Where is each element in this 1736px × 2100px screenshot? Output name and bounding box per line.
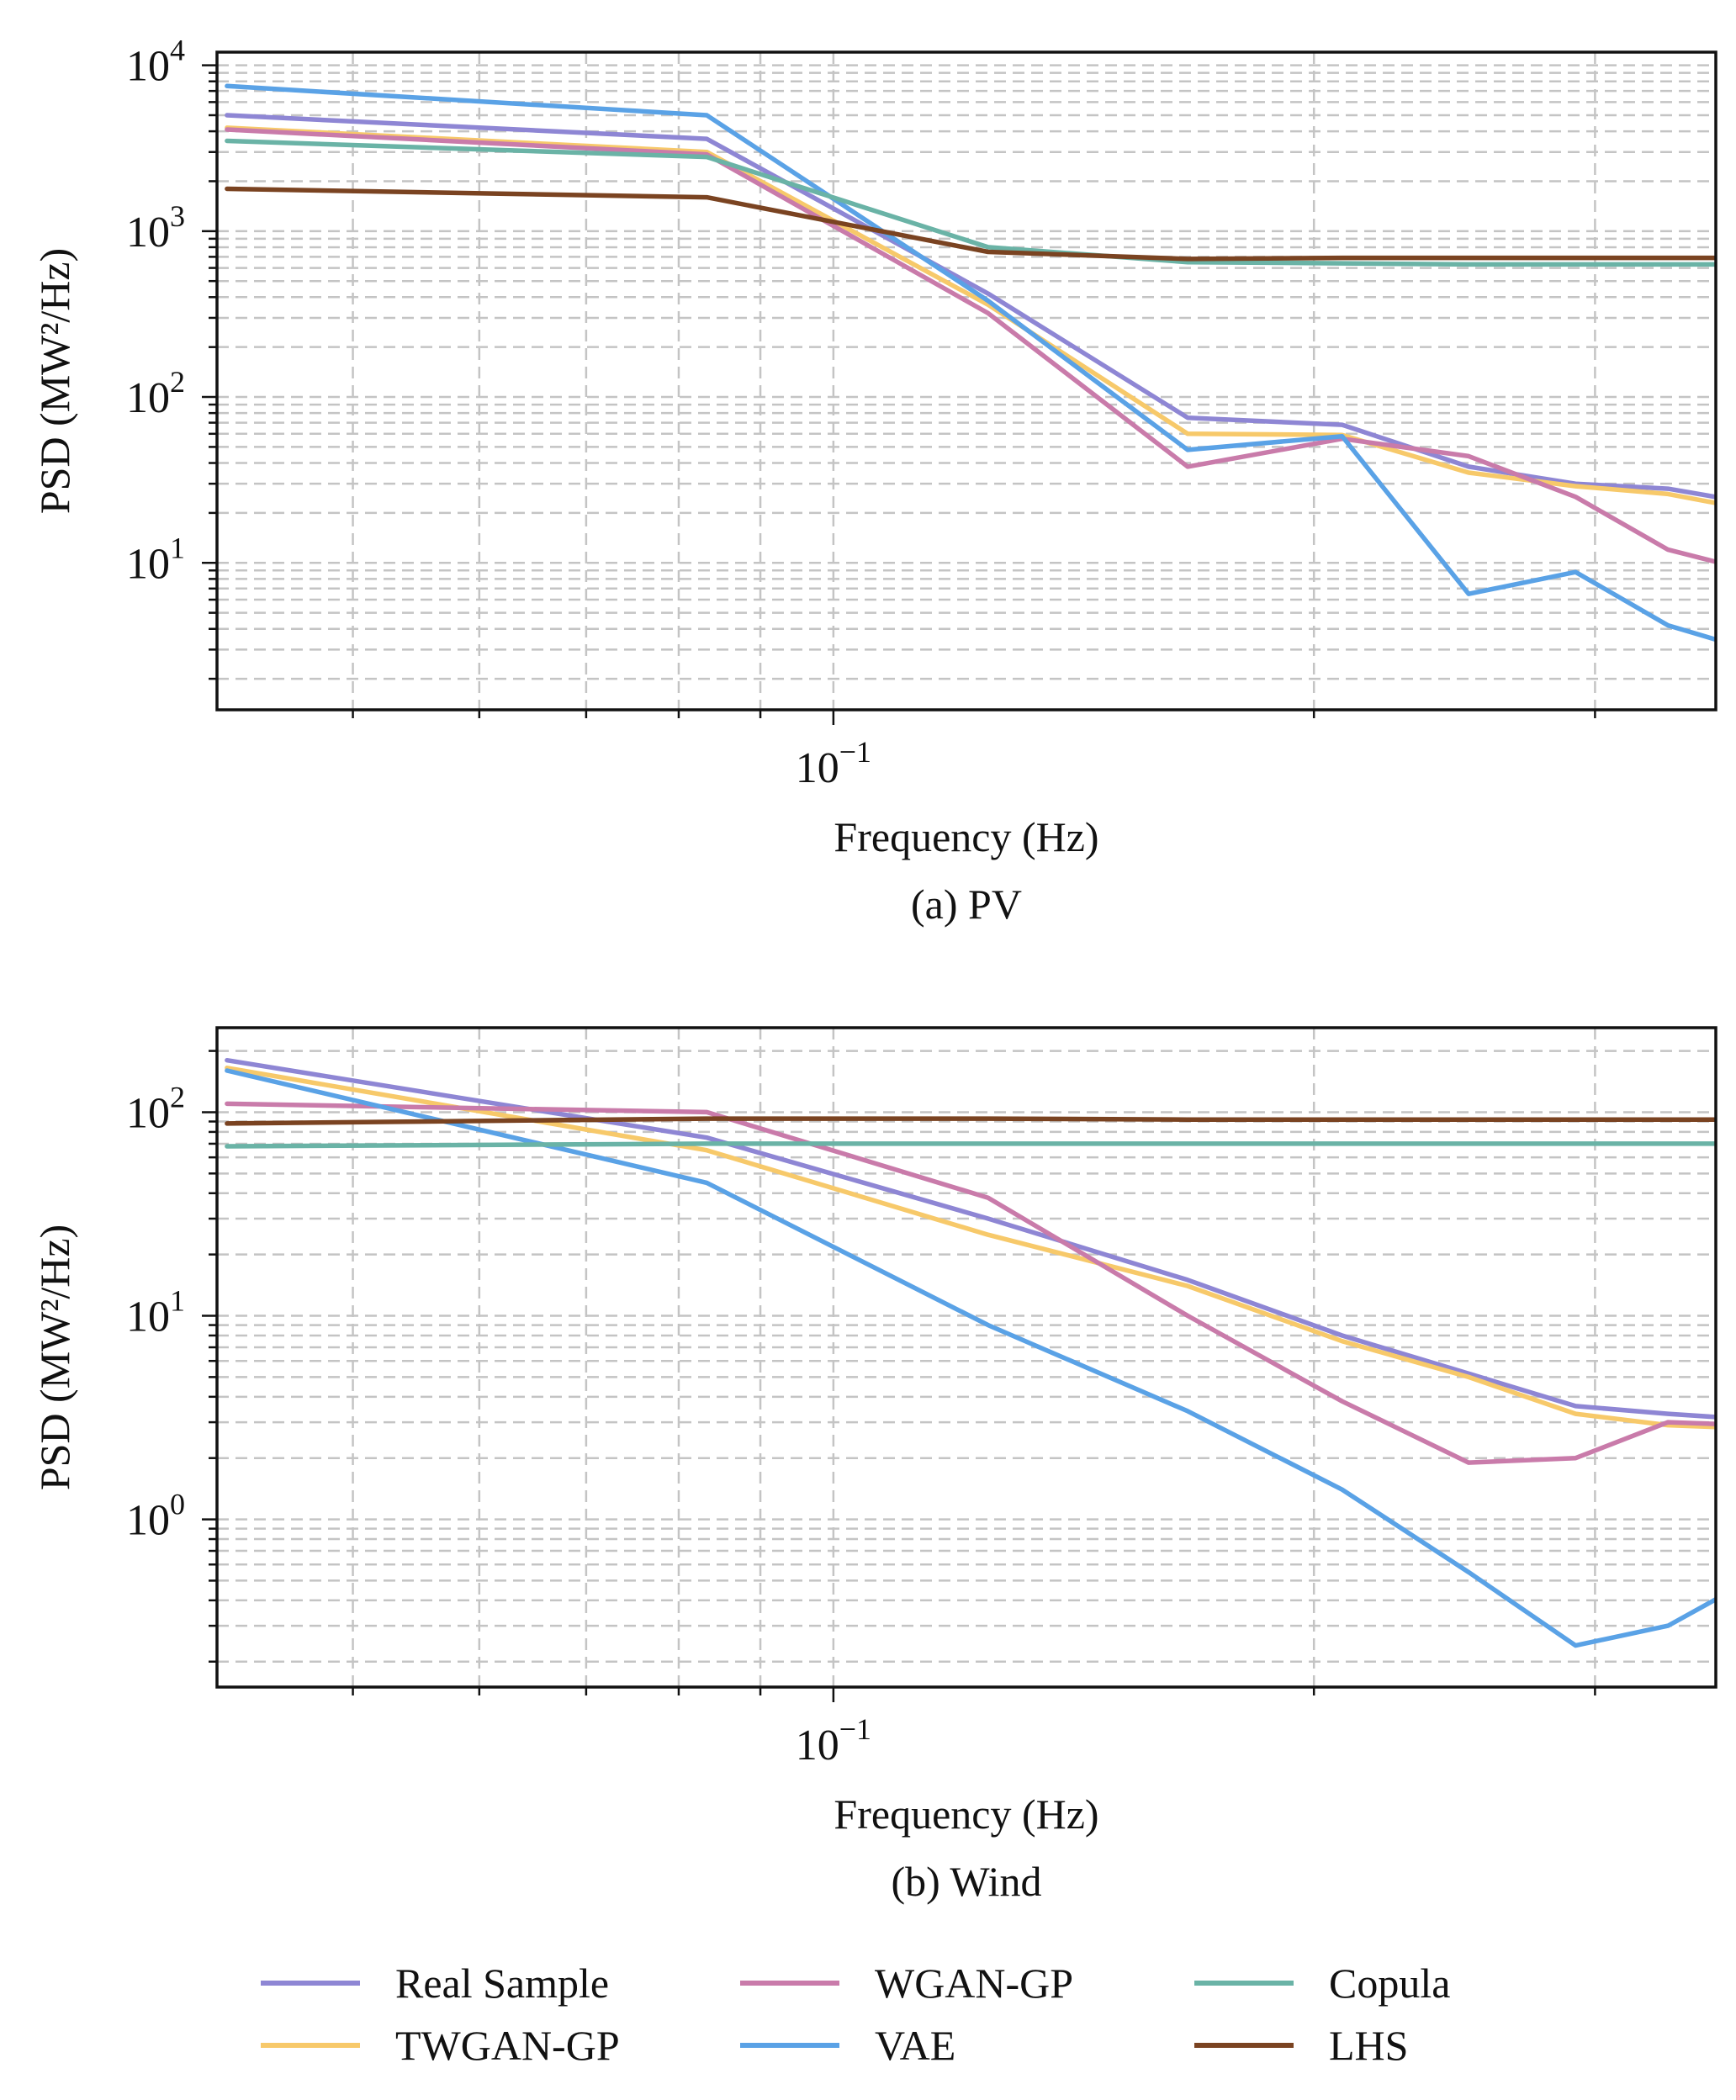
series-line-wgan-gp — [225, 1101, 1716, 1465]
series-line-vae — [225, 1068, 1716, 1648]
series-line-real-sample — [225, 113, 1716, 500]
y-tick-label: 104 — [126, 34, 185, 91]
y-axis-label: PSD (MW²/Hz) — [31, 248, 78, 514]
legend-label-lhs: LHS — [1329, 2022, 1408, 2069]
series-line-real-sample — [225, 1057, 1716, 1420]
series-line-wgan-gp — [225, 127, 1716, 564]
legend-label-twgan-gp: TWGAN-GP — [395, 2022, 620, 2069]
y-tick-label: 102 — [126, 1080, 185, 1137]
y-tick-label: 103 — [126, 199, 185, 257]
series-line-vae — [225, 83, 1716, 643]
plot-frame — [215, 50, 1717, 711]
y-tick-label: 102 — [126, 365, 185, 422]
panel-caption: (a) PV — [911, 881, 1022, 928]
y-tick-label: 101 — [126, 1284, 185, 1341]
panel-caption: (b) Wind — [892, 1858, 1042, 1905]
legend-label-wgan-gp: WGAN-GP — [875, 1960, 1073, 2007]
legend-label-copula: Copula — [1329, 1960, 1450, 2007]
series-line-twgan-gp — [225, 1066, 1716, 1430]
legend: Real Sample TWGAN-GP WGAN-GP VAE Copula LHS — [261, 1960, 1450, 2069]
legend-label-real-sample: Real Sample — [395, 1960, 609, 2007]
series-lines — [225, 1057, 1716, 1648]
series-line-lhs — [225, 186, 1716, 262]
panel-pv: 10−1 101 102 103 104 Frequency (Hz) PSD (MW²/H… — [31, 34, 1717, 928]
series-line-lhs — [225, 1116, 1716, 1126]
x-tick-label: 10−1 — [796, 735, 871, 792]
grid — [217, 52, 1716, 710]
plot-frame — [215, 1026, 1717, 1689]
legend-label-vae: VAE — [875, 2022, 955, 2069]
series-lines — [225, 83, 1716, 643]
y-tick-label: 101 — [126, 531, 185, 588]
y-tick-label: 100 — [126, 1488, 185, 1545]
series-line-copula — [225, 1141, 1716, 1149]
ticks — [202, 64, 1596, 725]
y-axis-label: PSD (MW²/Hz) — [31, 1225, 78, 1490]
series-line-copula — [225, 138, 1716, 267]
x-axis-label: Frequency (Hz) — [834, 1791, 1098, 1838]
ticks — [202, 1050, 1596, 1702]
panel-wind: 10−1 100 101 102 Frequency (Hz) PSD (MW²/Hz) (… — [31, 1026, 1717, 1905]
x-axis-label: Frequency (Hz) — [834, 813, 1098, 860]
x-tick-label: 10−1 — [796, 1712, 871, 1769]
series-line-twgan-gp — [225, 125, 1716, 505]
